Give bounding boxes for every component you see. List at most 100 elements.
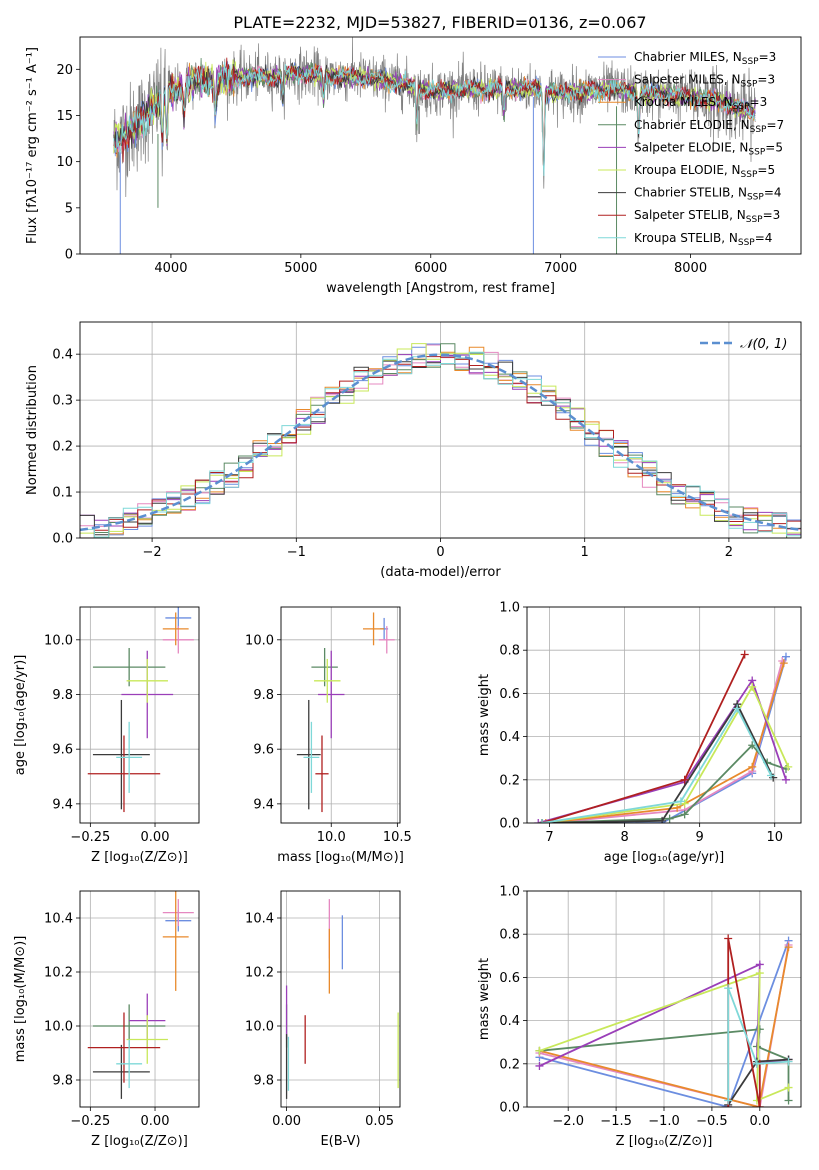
- x-tick-label: 0: [436, 545, 444, 560]
- y-tick-label: 0.8: [499, 928, 520, 943]
- weight-marker: [755, 960, 764, 969]
- y-tick-label: 1.0: [499, 601, 520, 616]
- weight-marker: [748, 682, 757, 691]
- plot-area: [535, 934, 793, 1107]
- axes-frame: [79, 890, 200, 1108]
- weight-marker: [779, 659, 788, 668]
- weight-series-3: [545, 662, 785, 823]
- weight-marker: [724, 934, 733, 943]
- weight-marker: [784, 1096, 793, 1105]
- legend-entry: Chabrier STELIB, NSSP=4: [634, 186, 782, 203]
- weight-marker: [724, 984, 733, 993]
- y-tick-label: 20: [56, 63, 73, 78]
- x-tick-label: 4000: [154, 261, 187, 276]
- legend-entry: Salpeter STELIB, NSSP=3: [634, 208, 780, 225]
- x-tick-label: 8000: [674, 261, 707, 276]
- y-tick-label: 0.6: [499, 971, 520, 986]
- axes-frame: [79, 321, 802, 539]
- y-tick-label: 0.8: [499, 644, 520, 659]
- x-tick-label: 7: [545, 830, 553, 845]
- weight-marker: [534, 819, 543, 823]
- weight-marker: [740, 650, 749, 659]
- weight-series-6: [541, 684, 790, 823]
- axes-frame: [526, 890, 802, 1108]
- y-tick-label: 0.2: [499, 773, 520, 788]
- axes-frame: [280, 890, 401, 1108]
- x-axis-label: age [log₁₀(age/yr)]: [604, 850, 725, 865]
- x-tick-label: 6000: [414, 261, 447, 276]
- x-tick-label: 9: [696, 830, 704, 845]
- y-tick-label: 9.8: [253, 688, 274, 703]
- weight-vs-age-panel: 7 8 9 10 0.0 0.2 0.4 0.6 0.8 1.0 age [log₁₀(age/yr…: [477, 601, 802, 865]
- y-tick-label: 5: [65, 201, 73, 216]
- plot-area: [296, 612, 395, 813]
- weight-marker: [535, 1046, 544, 1055]
- plot-area: [285, 899, 399, 1099]
- legend-entry: Kroupa MILES, NSSP=3: [634, 95, 767, 112]
- x-tick-label: 1: [581, 545, 589, 560]
- legend-entry: Chabrier MILES, NSSP=3: [634, 50, 776, 67]
- weight-marker: [748, 762, 757, 771]
- y-tick-label: 10.4: [245, 912, 274, 927]
- y-tick-label: 9.8: [52, 1074, 73, 1089]
- x-tick-label: −2.0: [552, 1114, 584, 1129]
- weight-series-4: [541, 743, 787, 823]
- x-tick-label: −0.25: [70, 830, 110, 845]
- x-tick-label: −1.5: [600, 1114, 632, 1129]
- y-tick-label: 0.2: [499, 1057, 520, 1072]
- mass-vs-ebv-panel: 0.00 0.05 9.8 10.0 10.2 10.4 E(B-V): [245, 890, 401, 1149]
- x-tick-label: 0.00: [141, 1114, 170, 1129]
- age-vs-metallicity-panel: −0.25 0.00 9.4 9.6 9.8 10.0 Z [log₁₀(Z/Z⊙)] age…: [13, 606, 200, 865]
- x-axis-label: (data-model)/error: [380, 565, 501, 580]
- plot-area: [87, 607, 194, 813]
- weight-series-9: [727, 987, 789, 1101]
- legend-entry: Salpeter ELODIE, NSSP=5: [634, 140, 783, 157]
- weight-series-3: [539, 947, 790, 1107]
- weight-marker: [680, 775, 689, 784]
- legend-entry: Salpeter MILES, NSSP=3: [634, 73, 775, 90]
- gaussian-curve: [80, 353, 801, 532]
- x-axis-label: mass [log₁₀(M/M⊙)]: [277, 850, 404, 865]
- y-tick-label: 1.0: [499, 885, 520, 900]
- y-tick-label: 10.4: [44, 912, 73, 927]
- plot-area: [87, 891, 194, 1099]
- weight-series-1: [542, 656, 787, 823]
- y-tick-label: 0.3: [52, 394, 73, 409]
- age-vs-mass-panel: 10.0 10.5 9.4 9.6 9.8 10.0 mass [log₁₀(M/M⊙)]: [245, 606, 412, 865]
- x-tick-label: −0.25: [70, 1114, 110, 1129]
- x-axis-label: Z [log₁₀(Z/Z⊙)]: [616, 1134, 713, 1149]
- x-axis-label: wavelength [Angstrom, rest frame]: [326, 281, 555, 296]
- weight-series-1: [539, 940, 790, 1107]
- y-tick-label: 0: [65, 248, 73, 263]
- weight-marker: [781, 775, 790, 784]
- weight-marker: [665, 814, 674, 823]
- x-tick-label: −1: [287, 545, 306, 560]
- y-axis-label: mass [log₁₀(M/M⊙)]: [13, 936, 28, 1063]
- x-axis-label: Z [log₁₀(Z/Z⊙)]: [91, 850, 188, 865]
- weight-marker: [658, 816, 667, 823]
- weight-marker: [535, 1061, 544, 1070]
- y-tick-label: 9.6: [52, 743, 73, 758]
- y-tick-label: 9.4: [52, 797, 73, 812]
- y-tick-label: 0.0: [499, 1101, 520, 1116]
- weight-marker: [784, 1083, 793, 1092]
- y-axis-label: Normed distribution: [25, 365, 40, 495]
- x-tick-label: 7000: [544, 261, 577, 276]
- legend-entry: Chabrier ELODIE, NSSP=7: [634, 118, 784, 135]
- axes-frame: [526, 606, 802, 824]
- weight-marker: [781, 652, 790, 661]
- y-axis-label: mass weight: [477, 674, 492, 756]
- y-axis-label: mass weight: [477, 958, 492, 1040]
- y-tick-label: 0.1: [52, 486, 73, 501]
- y-tick-label: 9.6: [253, 743, 274, 758]
- model-spectrum-9: [113, 62, 756, 177]
- x-tick-label: 0.00: [141, 830, 170, 845]
- y-tick-label: 10.0: [245, 633, 274, 648]
- legend-entry: Kroupa STELIB, NSSP=4: [634, 231, 772, 248]
- weight-marker: [784, 1057, 793, 1066]
- legend-entry: 𝒩(0, 1): [740, 337, 787, 352]
- y-tick-label: 0.0: [499, 817, 520, 832]
- axes-frame: [79, 606, 200, 824]
- weight-series-5: [538, 678, 787, 823]
